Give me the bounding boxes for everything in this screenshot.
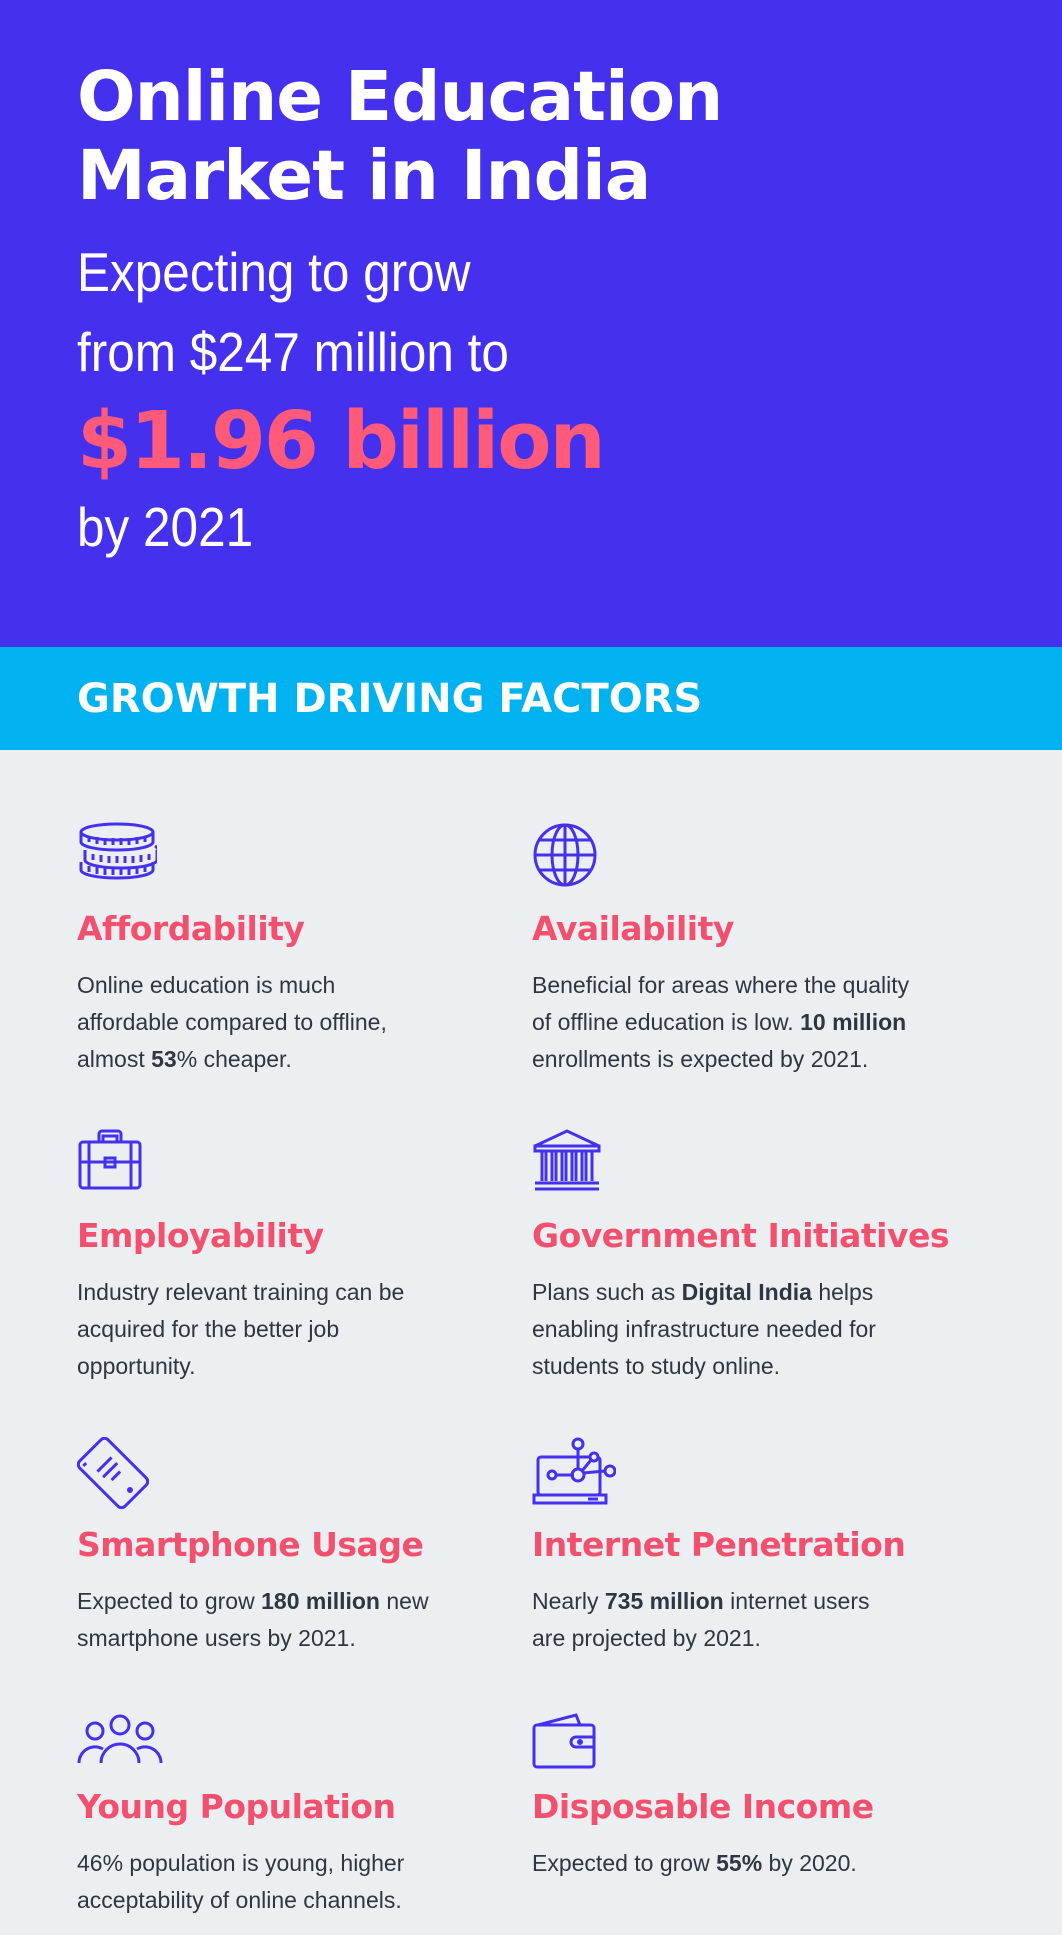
smartphone-icon xyxy=(77,1437,167,1517)
factor-title: Availability xyxy=(532,909,734,948)
factor-title: Smartphone Usage xyxy=(77,1525,424,1564)
factor-description: Online education is much affordable comp… xyxy=(77,972,387,1072)
wallet-icon xyxy=(532,1713,622,1793)
factor-description: Industry relevant training can be acquir… xyxy=(77,1279,405,1379)
factor-description: Plans such as Digital India helps enabli… xyxy=(532,1279,876,1379)
page-title: Online Education Market in India xyxy=(77,58,977,216)
factor-description: Expected to grow 55% by 2020. xyxy=(532,1850,857,1876)
people-group-icon xyxy=(77,1713,167,1793)
coins-icon xyxy=(77,822,167,902)
factor-title: Disposable Income xyxy=(532,1787,874,1826)
hero-subtitle-line-2: from $247 million to xyxy=(77,321,509,383)
hero-subtitle-line-4: by 2021 xyxy=(77,496,254,558)
section-header: GROWTH DRIVING FACTORS xyxy=(0,647,1062,750)
factor-title: Young Population xyxy=(77,1787,396,1826)
title-line-1: Online Education xyxy=(77,57,723,137)
laptop-network-icon xyxy=(532,1437,622,1517)
government-building-icon xyxy=(532,1128,622,1208)
factor-title: Government Initiatives xyxy=(532,1216,950,1255)
hero-banner: Online Education Market in India Expecti… xyxy=(0,0,1062,647)
title-line-2: Market in India xyxy=(77,136,651,216)
factor-title: Internet Penetration xyxy=(532,1525,906,1564)
globe-icon xyxy=(532,822,622,902)
factor-title: Employability xyxy=(77,1216,324,1255)
hero-highlight-value: $1.96 billion xyxy=(77,395,606,487)
factor-title: Affordability xyxy=(77,909,305,948)
briefcase-icon xyxy=(77,1128,167,1208)
section-title: GROWTH DRIVING FACTORS xyxy=(77,676,703,722)
factor-description: Nearly 735 million internet users are pr… xyxy=(532,1588,870,1651)
factor-description: Beneficial for areas where the quality o… xyxy=(532,972,910,1072)
factor-description: Expected to grow 180 million new smartph… xyxy=(77,1588,429,1651)
hero-subtitle-line-1: Expecting to grow xyxy=(77,241,471,303)
factor-description: 46% population is young, higher acceptab… xyxy=(77,1850,405,1913)
